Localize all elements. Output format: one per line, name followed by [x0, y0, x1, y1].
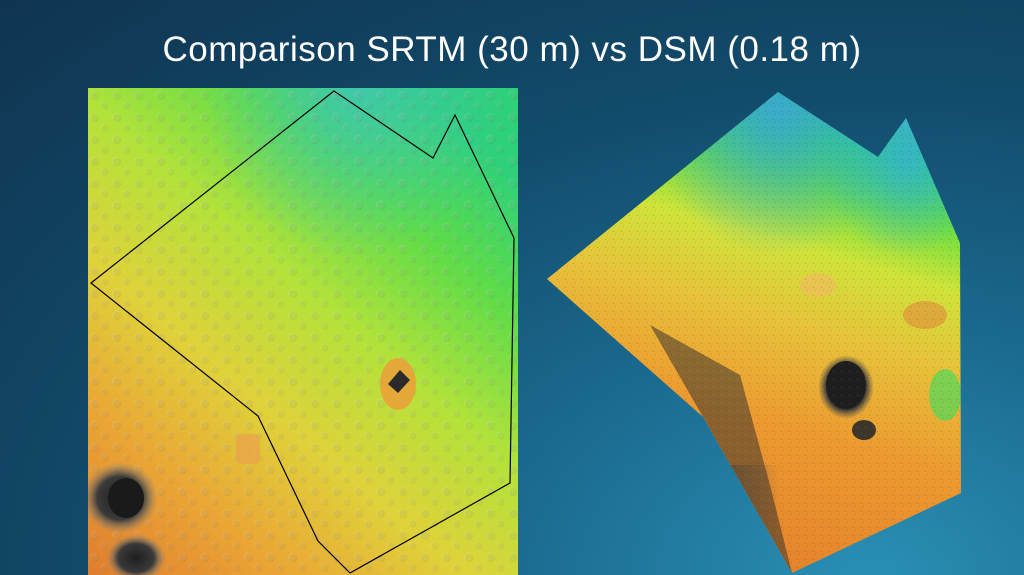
dsm-elevation-map: [540, 85, 970, 575]
survey-boundary: [90, 90, 515, 574]
slide-title: Comparison SRTM (30 m) vs DSM (0.18 m): [162, 30, 862, 69]
srtm-elevation-map: [88, 88, 518, 575]
srtm-shadow-feature: [388, 370, 410, 393]
